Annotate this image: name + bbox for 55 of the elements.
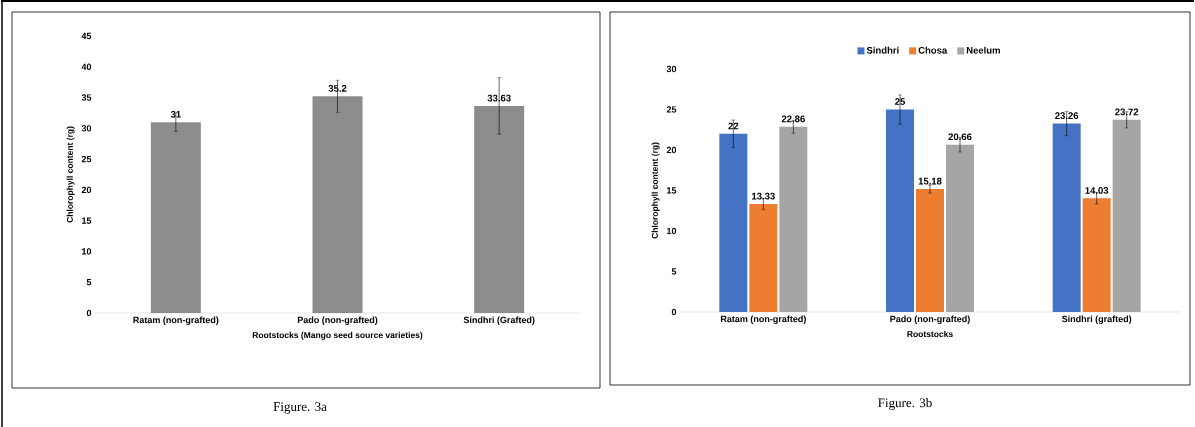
data-label: 33.63 — [487, 94, 511, 102]
x-axis-title: Rootstocks — [907, 330, 953, 338]
bar — [150, 122, 201, 313]
y-axis-title: Chlorophyll content (rg) — [66, 126, 75, 223]
y-tick-label: 5 — [671, 268, 677, 275]
bar — [1052, 123, 1081, 312]
y-tick-label: 20 — [81, 186, 92, 194]
bar — [312, 96, 363, 313]
y-tick-label: 40 — [81, 63, 92, 70]
legend-label: Sindhri — [866, 46, 899, 54]
data-label: 13.33 — [752, 192, 775, 200]
data-label: 31 — [170, 110, 181, 118]
bar — [474, 105, 525, 313]
x-tick-label: Sindhri (grafted) — [1061, 315, 1132, 324]
bar — [886, 109, 914, 312]
bar — [719, 133, 748, 312]
data-label: 25 — [895, 98, 906, 105]
bar — [1112, 119, 1141, 312]
y-tick-label: 25 — [81, 155, 92, 163]
data-label: 15.18 — [918, 177, 942, 185]
y-tick-label: 25 — [666, 106, 677, 113]
data-label: 14.03 — [1085, 187, 1109, 194]
x-tick-label: Ratam (non-grafted) — [133, 316, 219, 325]
y-tick-label: 45 — [81, 32, 92, 40]
y-tick-label: 30 — [666, 65, 677, 73]
data-label: 22.86 — [781, 115, 805, 123]
y-tick-label: 30 — [81, 125, 92, 132]
y-tick-label: 10 — [82, 248, 92, 255]
x-axis-title: Rootstocks (Mango seed source varieties) — [252, 331, 423, 340]
x-tick-label: Ratam (non-grafted) — [720, 315, 806, 324]
data-label: 20.66 — [948, 133, 972, 141]
y-tick-label: 15 — [667, 187, 677, 194]
bar — [916, 189, 944, 312]
data-label: 22 — [728, 122, 739, 130]
data-label: 23.26 — [1055, 112, 1079, 120]
legend-label: Neelum — [966, 46, 1000, 54]
x-tick-label: Sindhri (Grafted) — [463, 316, 535, 325]
text: Figure. 3b — [878, 398, 932, 410]
bar — [779, 126, 808, 312]
bar — [946, 144, 974, 312]
y-tick-label: 5 — [86, 279, 92, 286]
bar — [1082, 198, 1111, 312]
bar — [749, 204, 778, 312]
text: Figure. 3a — [273, 402, 327, 414]
data-label: 23.72 — [1115, 108, 1139, 116]
y-axis-title: Chlorophyll content (rg) — [651, 142, 660, 239]
x-tick-label: Pado (non-grafted) — [297, 316, 378, 325]
y-tick-label: 35 — [81, 94, 92, 101]
y-tick-label: 15 — [82, 217, 92, 224]
y-tick-label: 0 — [671, 308, 677, 316]
x-tick-label: Pado (non-grafted) — [890, 315, 970, 324]
y-tick-label: 0 — [86, 309, 92, 317]
legend-label: Chosa — [918, 46, 948, 54]
y-tick-label: 10 — [667, 227, 677, 235]
y-tick-label: 20 — [666, 146, 677, 154]
